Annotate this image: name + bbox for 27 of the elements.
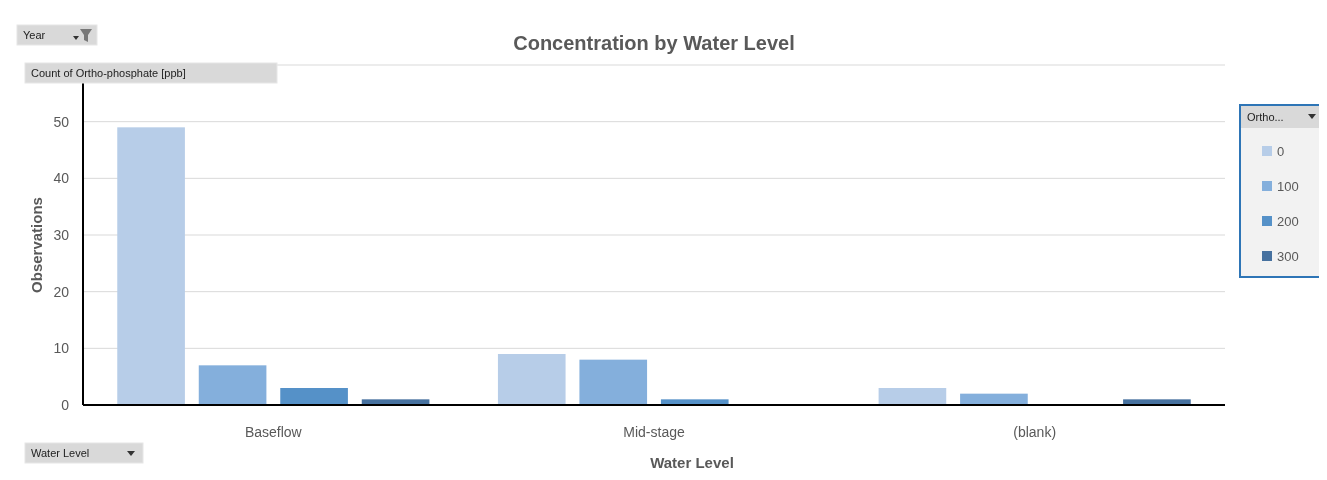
chart-title: Concentration by Water Level xyxy=(513,32,795,54)
legend-label: 0 xyxy=(1277,144,1285,159)
x-tick-label: Mid-stage xyxy=(623,424,685,440)
bar xyxy=(878,388,947,405)
bar xyxy=(117,127,185,405)
bar xyxy=(280,388,348,405)
y-tick-label: 30 xyxy=(53,227,70,243)
y-tick-label: 0 xyxy=(61,397,70,413)
bar xyxy=(198,365,267,405)
bar xyxy=(497,354,566,405)
field-button: Count of Ortho-phosphate [ppb] xyxy=(24,62,278,84)
legend-label: 200 xyxy=(1277,214,1299,229)
x-axis-title: Water Level xyxy=(650,454,734,471)
bar xyxy=(579,359,648,405)
y-tick-label: 20 xyxy=(53,283,70,300)
legend-label: 300 xyxy=(1277,249,1299,264)
x-tick-label: (blank) xyxy=(1013,424,1057,440)
field-button: Year xyxy=(16,24,98,46)
field-button: Water Level xyxy=(24,442,144,464)
y-axis-title: Observations xyxy=(28,197,45,293)
y-tick-label: 50 xyxy=(53,113,70,130)
y-tick-label: 40 xyxy=(53,170,70,187)
legend-title: Ortho... xyxy=(1247,111,1284,123)
y-tick-label: 10 xyxy=(53,340,70,357)
annotation: Count of Ortho-phosphate [ppb] xyxy=(31,67,186,79)
legend-label: 100 xyxy=(1277,179,1299,194)
x-tick-label: Baseflow xyxy=(244,424,303,440)
